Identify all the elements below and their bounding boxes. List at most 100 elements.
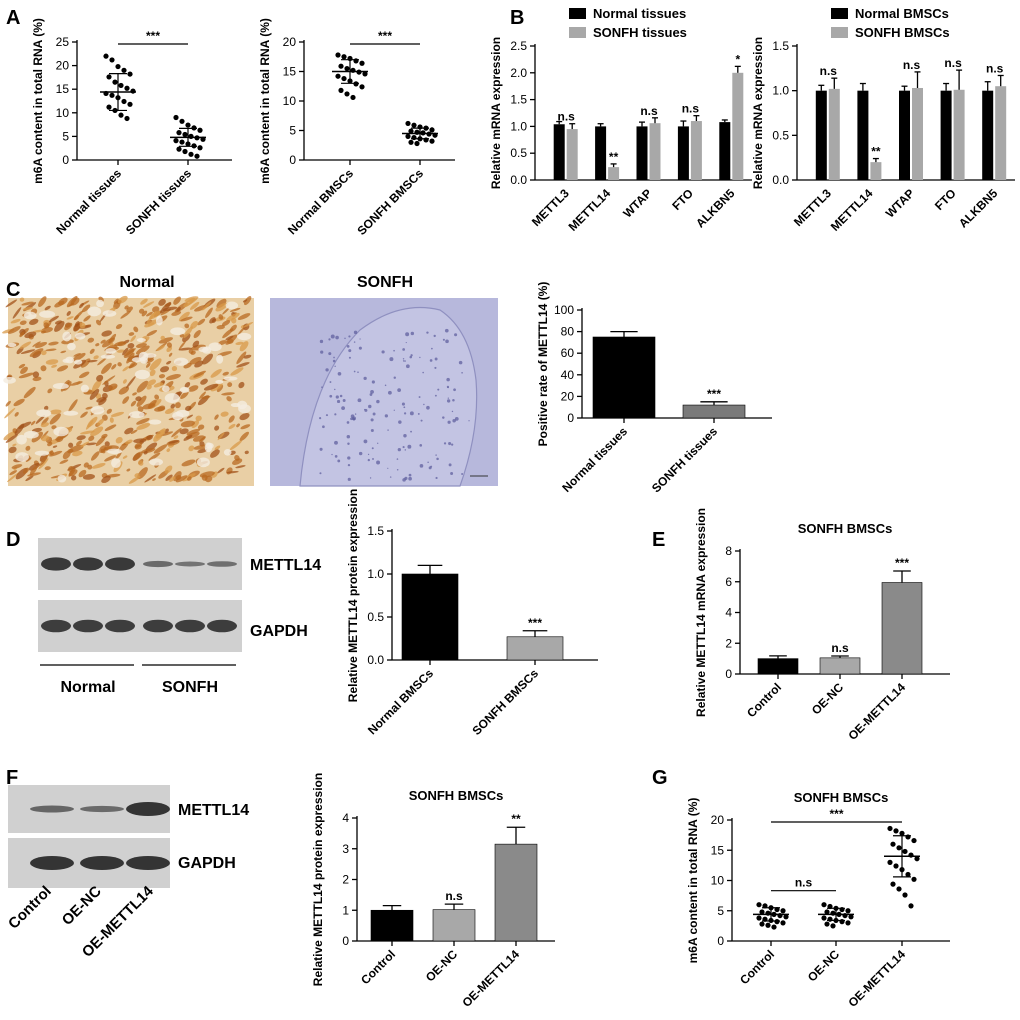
data-point [179, 118, 185, 124]
ihc-stain-mark [101, 475, 111, 484]
data-point [350, 94, 356, 101]
ihc-nucleus [368, 404, 372, 409]
ihc-gap [57, 474, 67, 483]
ihc-stain-mark [235, 465, 246, 469]
ihc-stain-mark [40, 365, 47, 372]
ihc-stain-mark [22, 306, 34, 311]
ihc-nucleus [384, 384, 387, 387]
ihc-stain-mark [243, 296, 252, 306]
ihc-stain-mark [203, 383, 219, 391]
ihc-stain-mark [14, 411, 19, 417]
blot-d-group-sonfh: SONFH [162, 679, 218, 696]
ihc-stain-mark [19, 341, 32, 349]
ihc-nucleus [328, 352, 332, 356]
chart-a1: 0 5 10 15 20 25 m6A content in total RNA (%) **… [31, 18, 232, 237]
ihc-gap [237, 332, 252, 341]
y-tick-label: 0 [289, 153, 296, 167]
data-point [902, 848, 908, 855]
ihc-stain-mark [66, 316, 74, 320]
ihc-stain-mark [133, 451, 143, 461]
data-point [106, 104, 112, 110]
ihc-stain-mark [115, 323, 123, 330]
ihc-stain-mark [89, 388, 100, 400]
ihc-stain-mark [49, 409, 62, 415]
ihc-gap [215, 379, 224, 384]
ihc-stain-mark [13, 398, 25, 407]
data-point [335, 52, 341, 58]
ihc-stain-mark [21, 301, 34, 306]
data-point [176, 146, 182, 152]
ihc-stain-mark [106, 408, 112, 414]
y-tick-label: 6 [725, 575, 732, 589]
data-point [408, 139, 414, 145]
ihc-nucleus [336, 399, 341, 404]
panel-label-c: C [6, 279, 20, 301]
ihc-stain-mark [217, 467, 225, 474]
ihc-nucleus [405, 332, 410, 337]
y-tick-label: 10 [283, 94, 297, 108]
data-point [182, 148, 188, 155]
legend-swatch [831, 8, 848, 19]
data-point [188, 133, 194, 139]
ihc-stain-mark [116, 349, 125, 353]
ihc-stain-mark [183, 434, 193, 441]
ihc-stain-mark [236, 362, 250, 368]
data-point [824, 909, 830, 915]
ihc-stain-mark [122, 396, 130, 404]
y-tick-label: 20 [561, 389, 575, 403]
blot-d-group-normal: Normal [60, 679, 115, 696]
ihc-stain-mark [79, 322, 86, 329]
ihc-nucleus [387, 429, 389, 431]
ihc-gap [179, 386, 190, 393]
ihc-nucleus [347, 456, 351, 460]
ihc-stain-mark [220, 411, 229, 417]
ihc-gap [208, 342, 222, 352]
ihc-nucleus [331, 453, 333, 456]
ihc-nucleus [371, 447, 374, 450]
ihc-nucleus [461, 473, 464, 475]
significance-label: n.s [903, 58, 921, 72]
ihc-nucleus [418, 396, 421, 399]
ihc-nucleus [389, 357, 394, 362]
ihc-gap [62, 331, 72, 342]
data-point [341, 75, 347, 82]
data-point [827, 916, 833, 922]
ihc-stain-mark [102, 375, 116, 385]
ihc-gap [100, 354, 116, 359]
ihc-stain-mark [44, 405, 49, 411]
ihc-nucleus [433, 334, 436, 338]
blot-band [73, 619, 103, 633]
y-tick-label: 0.0 [367, 653, 384, 667]
ihc-stain-mark [80, 358, 91, 368]
ihc-stain-mark [34, 342, 48, 348]
ihc-gap [216, 354, 224, 364]
bar [899, 90, 910, 180]
ihc-stain-mark [136, 380, 149, 393]
data-point [103, 53, 109, 59]
ihc-stain-mark [54, 321, 65, 332]
blot-f-lane-oe-nc: OE-NC [59, 883, 105, 929]
ihc-stain-mark [111, 364, 117, 370]
ihc-stain-mark [199, 391, 206, 400]
ihc-nucleus [450, 472, 454, 476]
ihc-stain-mark [128, 332, 135, 336]
bar [940, 90, 952, 180]
data-point [414, 140, 420, 147]
panel-label-d: D [6, 529, 20, 551]
data-point [908, 903, 914, 909]
ihc-stain-mark [221, 392, 235, 396]
data-point [423, 137, 429, 143]
data-point [429, 127, 435, 133]
ihc-nucleus [371, 380, 375, 384]
ihc-stain-mark [173, 296, 181, 305]
data-point [121, 98, 127, 105]
x-tick-label: SONFH BMSCs [469, 666, 541, 738]
data-point [845, 908, 851, 914]
data-point [759, 921, 765, 927]
ihc-stain-mark [178, 340, 187, 350]
ihc-nucleus [426, 405, 430, 410]
ihc-stain-mark [133, 326, 139, 333]
data-point [353, 58, 359, 64]
ihc-stain-mark [59, 459, 69, 464]
ihc-stain-mark [153, 382, 164, 388]
